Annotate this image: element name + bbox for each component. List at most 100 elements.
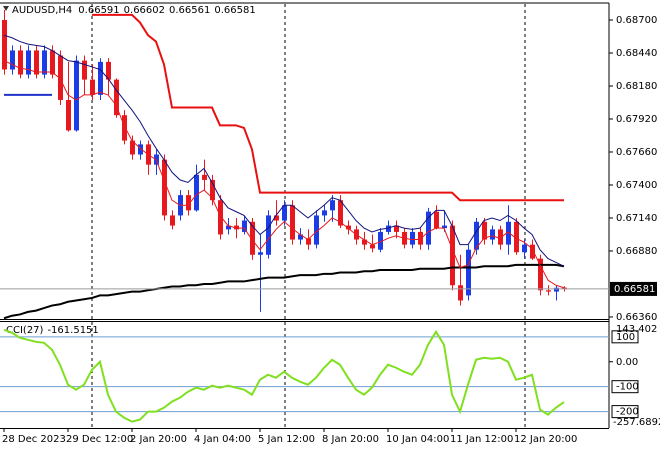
- x-tick-label: 11 Jan 12:00: [450, 434, 513, 445]
- y-tick-label: 0.68440: [616, 48, 657, 59]
- candle-body: [330, 200, 335, 211]
- candle-body: [418, 231, 423, 245]
- candle-body: [34, 50, 39, 75]
- candle-body: [202, 174, 207, 180]
- candle-body: [98, 61, 103, 95]
- candle-body: [250, 221, 255, 255]
- level-box: [611, 380, 639, 394]
- open: 0.66591: [78, 5, 119, 16]
- candle-body: [90, 79, 95, 95]
- candle-body: [298, 234, 303, 240]
- candle-body: [218, 200, 223, 235]
- candle-body: [314, 215, 319, 245]
- candle-body: [234, 225, 239, 230]
- candle-body: [170, 215, 175, 226]
- indicator-line: [3, 34, 565, 267]
- candle-body: [26, 50, 31, 75]
- candle-body: [274, 215, 279, 221]
- x-tick-label: 8 Jan 20:00: [322, 434, 379, 445]
- candle-body: [162, 159, 167, 216]
- x-tick-label: 4 Jan 04:00: [194, 434, 251, 445]
- x-tick-label: 5 Jan 12:00: [258, 434, 315, 445]
- candle-body: [50, 50, 55, 75]
- candle-body: [258, 252, 263, 255]
- candle-body: [546, 290, 551, 292]
- indicator-line: [3, 328, 565, 423]
- cci-value: -161.5151: [47, 325, 98, 336]
- level-box: [611, 405, 639, 419]
- candle-body: [58, 55, 63, 100]
- candle-body: [322, 210, 327, 216]
- candle-body: [74, 60, 79, 131]
- candle-body: [386, 225, 391, 232]
- y-tick-label: 0.67400: [616, 180, 657, 191]
- y-tick-label: 0.68700: [616, 15, 657, 26]
- x-tick-label: 28 Dec 2023: [2, 434, 66, 445]
- ylim-label: -257.6892: [613, 417, 660, 428]
- close: 0.66581: [214, 5, 255, 16]
- symbol: AUDUSD,H4: [12, 5, 72, 16]
- candle-body: [362, 239, 367, 245]
- candle-body: [194, 174, 199, 211]
- candle-body: [242, 220, 247, 232]
- y-tick-label: 0.67140: [616, 213, 657, 224]
- high: 0.66602: [124, 5, 165, 16]
- level-label: -100: [616, 382, 639, 393]
- candle-body: [138, 144, 143, 155]
- level-box: [611, 330, 639, 344]
- candle-body: [210, 179, 215, 201]
- y-tick-label: 0.67660: [616, 147, 657, 158]
- y-tick-label: 0.66880: [616, 246, 657, 257]
- candle-body: [482, 221, 487, 240]
- candle-body: [538, 258, 543, 291]
- y-tick-label: 0.66360: [616, 312, 657, 323]
- cci-title: CCI(27): [6, 325, 44, 336]
- candle-body: [226, 225, 231, 230]
- candle-body: [434, 211, 439, 229]
- level-label: 100: [616, 332, 635, 343]
- x-tick-label: 10 Jan 04:00: [386, 434, 449, 445]
- candle-body: [378, 231, 383, 250]
- candle-body: [266, 215, 271, 255]
- candle-body: [506, 221, 511, 245]
- candle-body: [426, 211, 431, 245]
- candle-body: [130, 140, 135, 155]
- candle-body: [514, 221, 519, 253]
- candle-body: [42, 50, 47, 75]
- candle-body: [498, 229, 503, 245]
- candle-body: [306, 238, 311, 245]
- y-tick-label: 0.00: [616, 357, 638, 368]
- cci-header: CCI(27) -161.5151: [6, 325, 99, 336]
- candle-body: [66, 99, 71, 131]
- candle-body: [530, 244, 535, 259]
- candle-body: [186, 195, 191, 211]
- candle-body: [442, 225, 447, 229]
- candle-body: [450, 225, 455, 286]
- price-label: 0.66581: [614, 284, 655, 295]
- candle-body: [106, 61, 111, 80]
- candle-body: [346, 225, 351, 230]
- x-tick-label: 29 Dec 12:00: [66, 434, 133, 445]
- candle-body: [522, 244, 527, 253]
- low: 0.66561: [169, 5, 210, 16]
- candle-body: [282, 205, 287, 221]
- candle-body: [562, 287, 567, 289]
- price-box: [610, 281, 657, 296]
- candle-body: [10, 50, 15, 70]
- candle-body: [114, 79, 119, 116]
- y-tick-label: 0.67920: [616, 114, 657, 125]
- symbol-icon: [3, 6, 9, 11]
- candle-body: [410, 231, 415, 245]
- x-tick-label: 12 Jan 20:00: [514, 434, 577, 445]
- candle-body: [82, 60, 87, 80]
- candle-body: [394, 225, 399, 232]
- candle-body: [290, 205, 295, 240]
- candle-body: [18, 50, 23, 75]
- candle-body: [458, 285, 463, 301]
- header: AUDUSD,H4 0.66591 0.66602 0.66561 0.66581: [12, 5, 256, 16]
- candle-body: [466, 249, 471, 296]
- candle-body: [122, 115, 127, 141]
- candle-body: [554, 287, 559, 292]
